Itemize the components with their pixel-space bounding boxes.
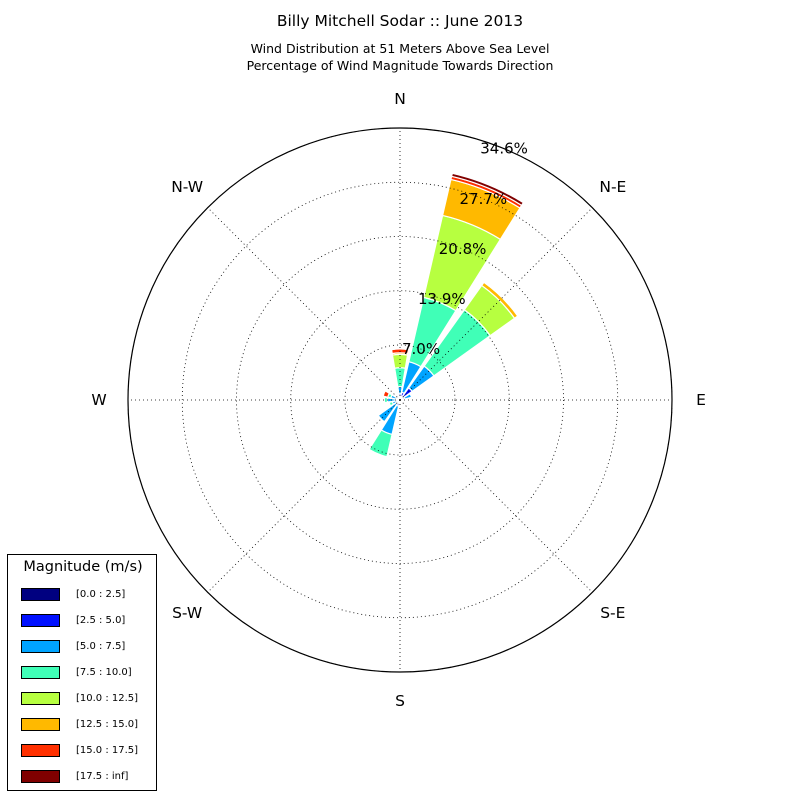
direction-label-s: S (395, 692, 405, 710)
chart-subtitle-line-2: Percentage of Wind Magnitude Towards Dir… (246, 58, 554, 73)
direction-label-n-w: N-W (171, 178, 203, 196)
bar-segment-dir0-bin7 (390, 347, 410, 351)
direction-labels: N N-E E S-E S S-W W N-W (91, 90, 706, 710)
radial-grid-ring-1 (290, 290, 510, 510)
bar-segment-dir45-bin6 (483, 280, 520, 317)
legend-label: [15.0 : 17.5] (76, 745, 139, 756)
legend-title: Magnitude (m/s) (23, 559, 143, 575)
legend-swatch (21, 588, 60, 601)
bar-segment-dir247.5-bin3 (388, 401, 395, 407)
radial-tick-labels: 7.0% 13.9% 20.8% 27.7% 34.6% (402, 140, 528, 358)
radial-tick-label-2: 20.8% (439, 240, 487, 258)
legend-label: [17.5 : inf] (76, 771, 129, 782)
direction-label-n: N (394, 90, 406, 108)
radial-tick-label-0: 7.0% (402, 340, 440, 358)
legend-label: [12.5 : 15.0] (76, 719, 139, 730)
direction-label-w: W (91, 391, 106, 409)
angular-grid-line-3 (399, 399, 593, 593)
polar-grid (127, 127, 673, 673)
legend-label: [10.0 : 12.5] (76, 693, 139, 704)
bar-segment-dir292.5-bin6 (382, 390, 391, 398)
bar-segment-dir22.5-bin7 (450, 172, 525, 207)
bar-segment-dir202.5-bin3 (368, 429, 393, 458)
polar-outer-circle (127, 127, 673, 673)
angular-grid-line-7 (207, 207, 401, 401)
angular-grid-line-5 (207, 399, 401, 593)
chart-subtitle-line-1: Wind Distribution at 51 Meters Above Sea… (250, 41, 550, 56)
radial-tick-label-4: 34.6% (480, 140, 528, 158)
bar-segment-dir67.5-bin2 (403, 392, 413, 400)
legend-swatch (21, 744, 60, 757)
direction-label-e: E (696, 391, 706, 409)
bar-segment-dir270-bin3 (383, 396, 389, 404)
radial-tick-label-3: 27.7% (460, 190, 508, 208)
legend-swatch (21, 692, 60, 705)
legend: Magnitude (m/s) [0.0 : 2.5] [2.5 : 5.0] [5… (7, 554, 157, 791)
wind-rose-bars (368, 172, 525, 458)
bar-segment-dir337.5-bin2 (397, 396, 401, 400)
legend-swatch (21, 666, 60, 679)
direction-label-s-e: S-E (600, 604, 625, 622)
radial-grid-ring-2 (236, 236, 564, 564)
legend-swatch (21, 640, 60, 653)
legend-label: [0.0 : 2.5] (76, 589, 126, 600)
radial-tick-label-1: 13.9% (418, 290, 466, 308)
direction-label-s-w: S-W (172, 604, 202, 622)
legend-swatch (21, 770, 60, 783)
legend-swatch (21, 718, 60, 731)
radial-grid-ring-0 (344, 344, 456, 456)
chart-title: Billy Mitchell Sodar :: June 2013 (276, 12, 524, 30)
angular-grid-line-1 (399, 207, 593, 401)
legend-label: [7.5 : 10.0] (76, 667, 132, 678)
radial-grid-ring-3 (181, 181, 619, 619)
legend-label: [5.0 : 7.5] (76, 641, 126, 652)
legend-label: [2.5 : 5.0] (76, 615, 126, 626)
legend-swatch (21, 614, 60, 627)
direction-label-n-e: N-E (599, 178, 626, 196)
